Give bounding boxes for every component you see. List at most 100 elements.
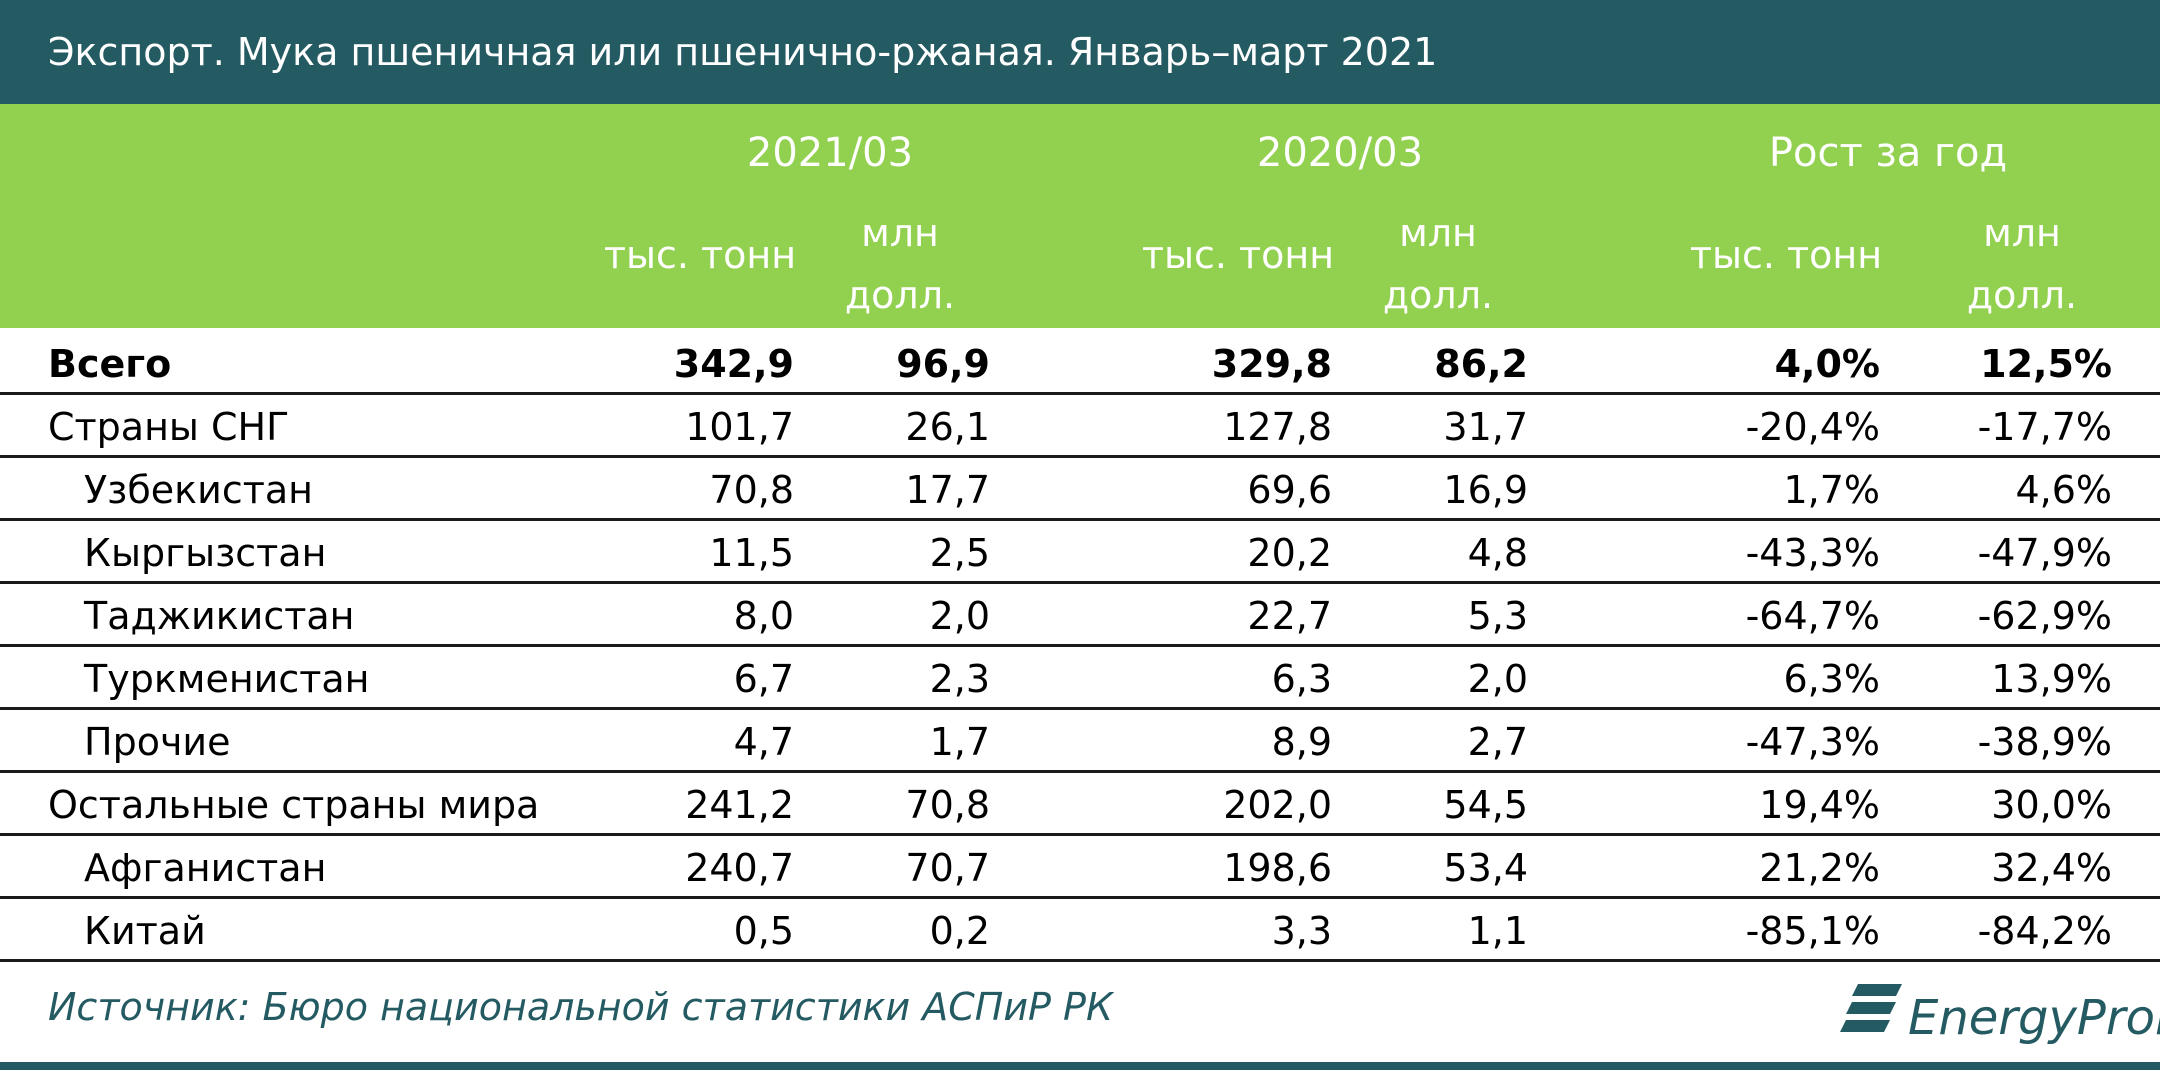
unit-header-usd-line1: млн долл. <box>1966 211 2078 317</box>
table-cell: 6,7 <box>733 657 794 701</box>
row-label: Всего <box>48 342 172 386</box>
row-label: Прочие <box>84 720 231 764</box>
column-header-band: 2021/03 2020/03 Рост за год тыс. тонн млн до… <box>0 104 2160 379</box>
table-cell: 69,6 <box>1247 468 1332 512</box>
row-divider <box>0 707 2160 710</box>
table-cell: 13,9% <box>1991 657 2112 701</box>
table-cell: 5,3 <box>1467 594 1528 638</box>
row-label: Страны СНГ <box>48 405 290 449</box>
table-row: Прочие 4,7 1,7 8,9 2,7 -47,3% -38,9% <box>0 712 2160 775</box>
table-cell: -38,9% <box>1977 720 2112 764</box>
table-cell: 1,7% <box>1783 468 1880 512</box>
table-cell: 70,8 <box>905 783 990 827</box>
table-cell: 53,4 <box>1443 846 1528 890</box>
table-cell: 20,2 <box>1247 531 1332 575</box>
table-cell: 30,0% <box>1991 783 2112 827</box>
unit-header-tons: тыс. тонн <box>603 233 797 277</box>
table-cell: 19,4% <box>1759 783 1880 827</box>
row-divider <box>0 959 2160 962</box>
table-cell: 96,9 <box>896 342 990 386</box>
energyprom-logo-icon <box>1840 984 1902 1032</box>
row-divider <box>0 392 2160 395</box>
table-cell: 32,4% <box>1991 846 2112 890</box>
unit-header-usd-line1: млн долл. <box>844 211 956 317</box>
table-cell: 2,5 <box>929 531 990 575</box>
table-cell: 1,7 <box>929 720 990 764</box>
row-divider <box>0 770 2160 773</box>
table-cell: 2,3 <box>929 657 990 701</box>
column-group-header: 2021/03 <box>746 130 914 176</box>
table-cell: 202,0 <box>1223 783 1332 827</box>
row-label: Остальные страны мира <box>48 783 540 827</box>
table-cell: 16,9 <box>1443 468 1528 512</box>
unit-header-usd: млн долл. США <box>800 202 1000 388</box>
table-row: Страны СНГ 101,7 26,1 127,8 31,7 -20,4% -17,7% <box>0 397 2160 460</box>
unit-header-tons: тыс. тонн <box>1141 233 1335 277</box>
table-cell: 2,7 <box>1467 720 1528 764</box>
table-row: Узбекистан 70,8 17,7 69,6 16,9 1,7% 4,6% <box>0 460 2160 523</box>
table-cell: 17,7 <box>905 468 990 512</box>
table-cell: 127,8 <box>1223 405 1332 449</box>
table-cell: -85,1% <box>1745 909 1880 953</box>
table-cell: -43,3% <box>1745 531 1880 575</box>
row-label: Афганистан <box>84 846 327 890</box>
table-cell: 2,0 <box>1467 657 1528 701</box>
table-cell: 1,1 <box>1467 909 1528 953</box>
unit-header-usd-line2: США <box>853 335 947 379</box>
table-row: Туркменистан 6,7 2,3 6,3 2,0 6,3% 13,9% <box>0 649 2160 712</box>
table-cell: -62,9% <box>1977 594 2112 638</box>
table-cell: 0,5 <box>733 909 794 953</box>
table-cell: 26,1 <box>905 405 990 449</box>
table-row: Таджикистан 8,0 2,0 22,7 5,3 -64,7% -62,9% <box>0 586 2160 649</box>
table-row: Китай 0,5 0,2 3,3 1,1 -85,1% -84,2% <box>0 901 2160 964</box>
row-divider <box>0 455 2160 458</box>
table-cell: 6,3 <box>1271 657 1332 701</box>
row-label: Китай <box>84 909 206 953</box>
table-cell: 240,7 <box>685 846 794 890</box>
table-cell: -47,3% <box>1745 720 1880 764</box>
table-title: Экспорт. Мука пшеничная или пшенично-ржа… <box>0 0 2160 104</box>
table-cell: 12,5% <box>1980 342 2112 386</box>
table-cell: 31,7 <box>1443 405 1528 449</box>
unit-header-tons: тыс. тонн <box>1689 233 1883 277</box>
row-divider <box>0 896 2160 899</box>
table-cell: 21,2% <box>1759 846 1880 890</box>
row-label: Туркменистан <box>84 657 370 701</box>
table-cell: 8,0 <box>733 594 794 638</box>
table-cell: 329,8 <box>1211 342 1332 386</box>
table-cell: 4,6% <box>2015 468 2112 512</box>
table-cell: 22,7 <box>1247 594 1332 638</box>
table-cell: 11,5 <box>709 531 794 575</box>
row-divider <box>0 833 2160 836</box>
bottom-strip <box>0 1062 2160 1070</box>
unit-header-usd-line2: США <box>1391 335 1485 379</box>
table-row: Афганистан 240,7 70,7 198,6 53,4 21,2% 32,4% <box>0 838 2160 901</box>
table-cell: -17,7% <box>1977 405 2112 449</box>
table-cell: 70,7 <box>905 846 990 890</box>
table-cell: 2,0 <box>929 594 990 638</box>
table-cell: 198,6 <box>1223 846 1332 890</box>
table-cell: 8,9 <box>1271 720 1332 764</box>
table-cell: 4,7 <box>733 720 794 764</box>
table-cell: -64,7% <box>1745 594 1880 638</box>
table-cell: 0,2 <box>929 909 990 953</box>
row-label: Узбекистан <box>84 468 313 512</box>
table-cell: 70,8 <box>709 468 794 512</box>
unit-header-usd-line2: США <box>1975 335 2069 379</box>
unit-header-usd: млн долл. США <box>1338 202 1538 388</box>
column-group-header: Рост за год <box>1768 130 2008 176</box>
table-cell: -20,4% <box>1745 405 1880 449</box>
table-cell: 3,3 <box>1271 909 1332 953</box>
table-cell: 241,2 <box>685 783 794 827</box>
row-divider <box>0 518 2160 521</box>
table-cell: 86,2 <box>1434 342 1528 386</box>
row-divider <box>0 644 2160 647</box>
row-divider <box>0 581 2160 584</box>
table-row: Остальные страны мира 241,2 70,8 202,0 54,5 1… <box>0 775 2160 838</box>
logo-text: EnergyProm <box>1908 990 2160 1046</box>
table-cell: 4,8 <box>1467 531 1528 575</box>
column-group-header: 2020/03 <box>1256 130 1424 176</box>
table-cell: 4,0% <box>1774 342 1880 386</box>
table-cell: 342,9 <box>673 342 794 386</box>
table-cell: 54,5 <box>1443 783 1528 827</box>
